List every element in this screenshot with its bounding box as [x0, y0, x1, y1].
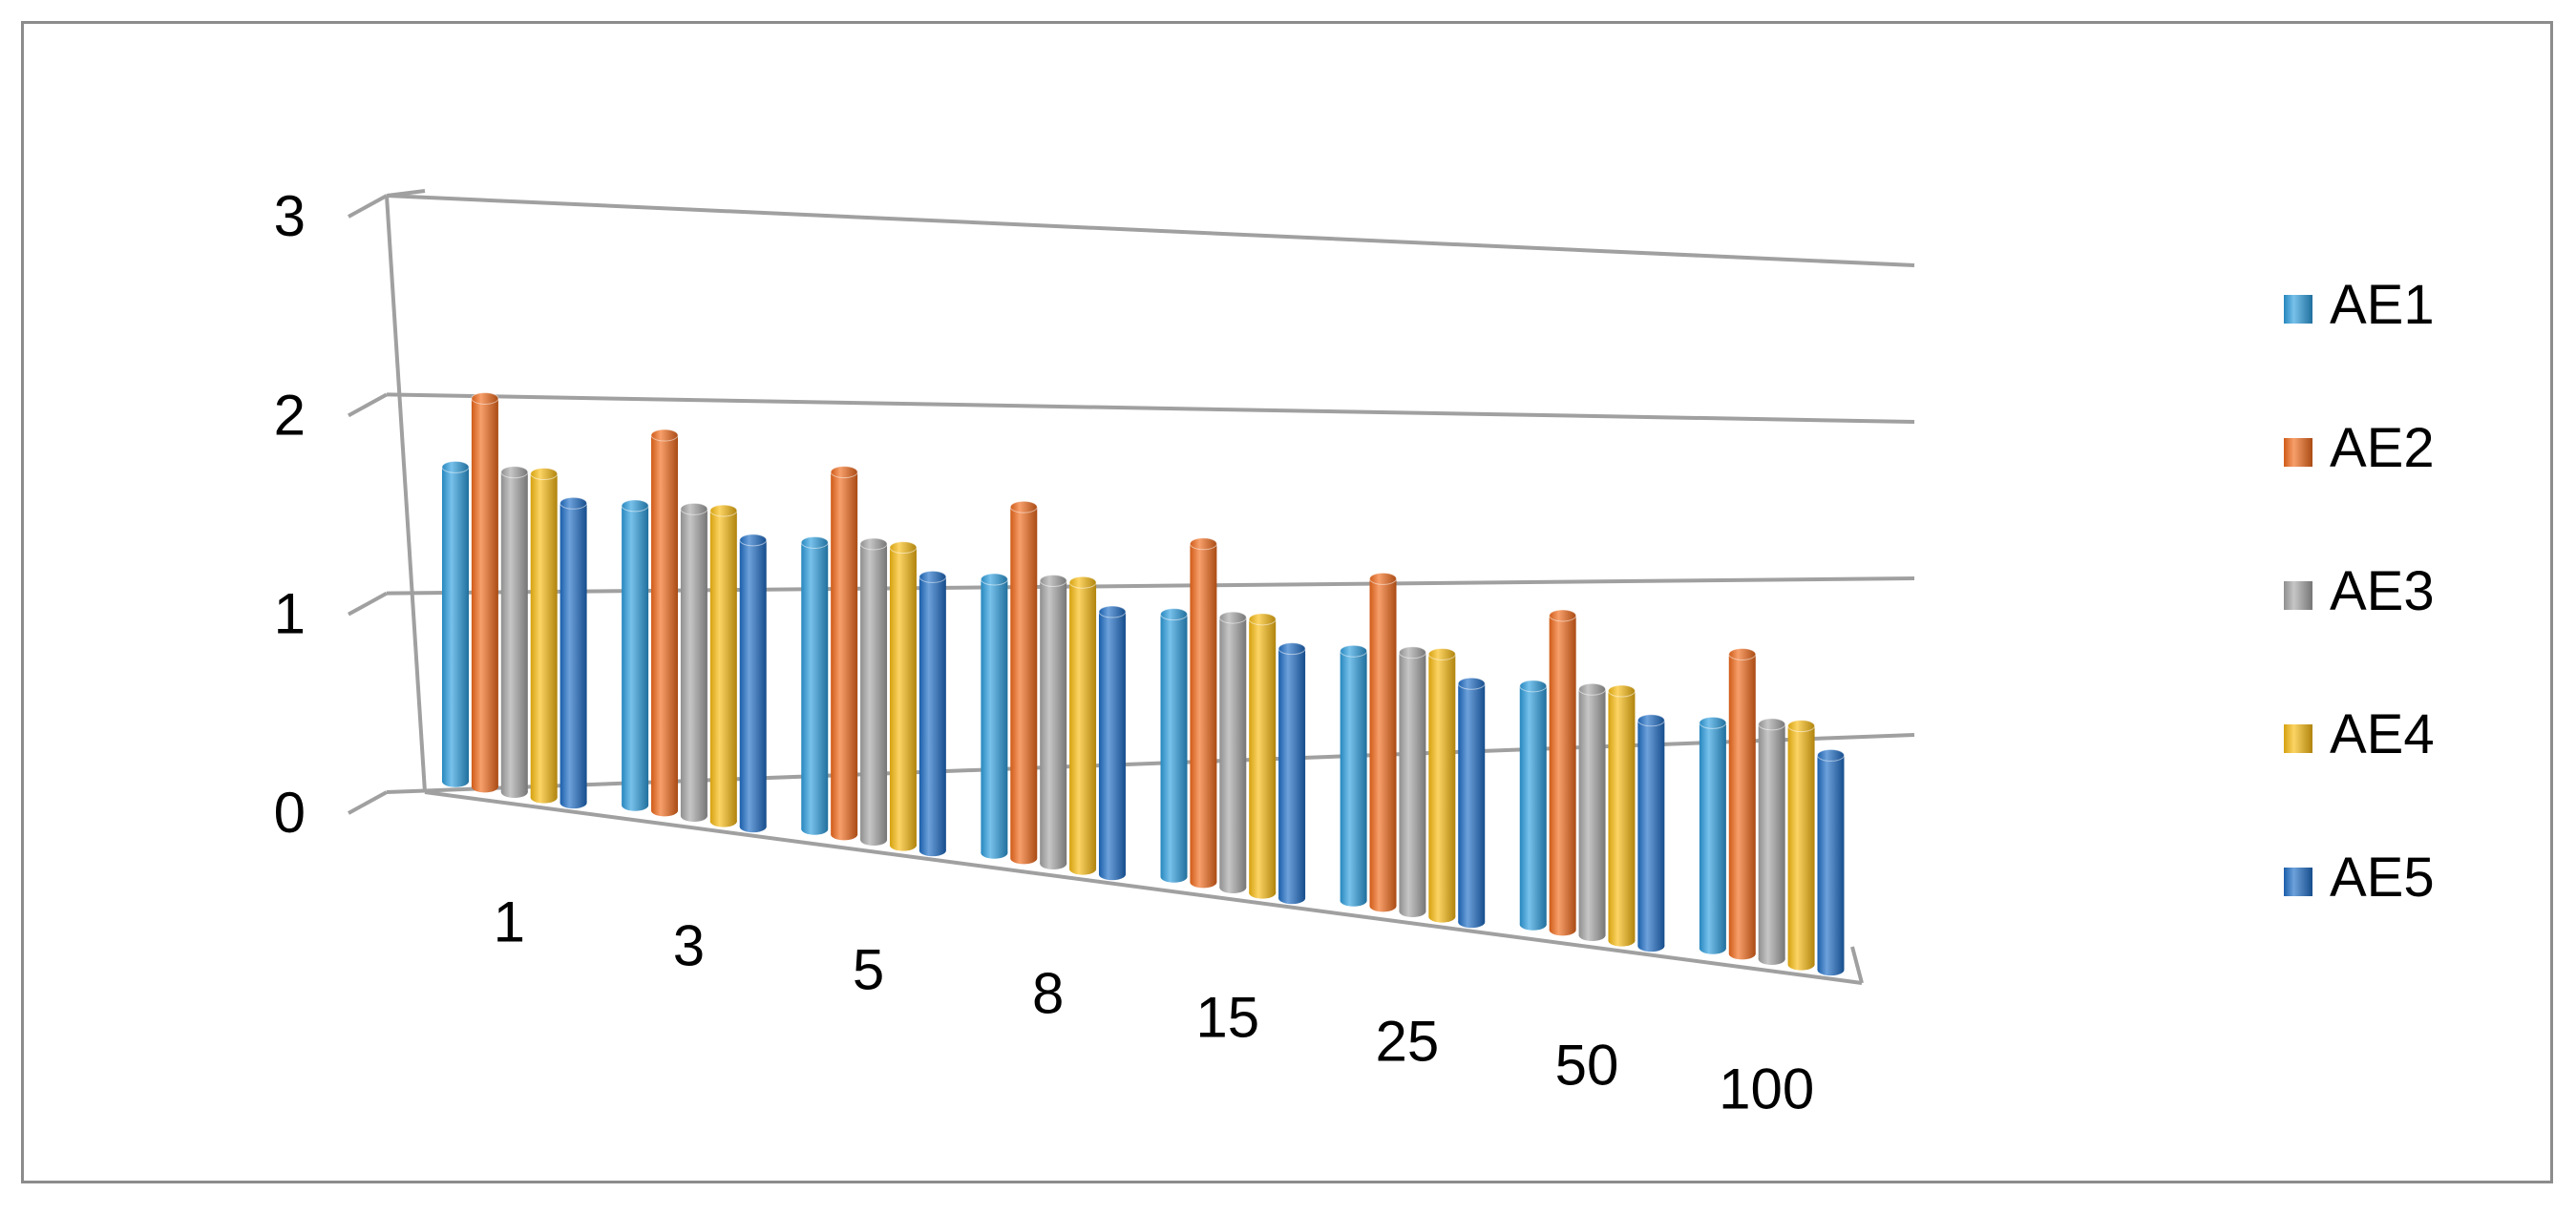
x-tick-label: 8 [1032, 962, 1064, 1026]
bar-AE4-1 [530, 468, 559, 804]
bar-AE3-15 [1218, 611, 1247, 893]
bar-AE4-25 [1427, 647, 1456, 923]
bar-AE4-15 [1248, 613, 1277, 899]
bar-AE1-1 [441, 460, 470, 787]
legend-item-AE3: AE3 [2284, 560, 2435, 622]
bars [441, 391, 1845, 976]
legend: AE1 AE2 AE3 AE4 AE5 [2284, 274, 2435, 909]
bar-AE5-50 [1636, 714, 1665, 952]
legend-swatch [2284, 295, 2312, 324]
legend-label: AE2 [2330, 417, 2435, 479]
bar-AE5-25 [1457, 677, 1486, 929]
legend-label: AE5 [2330, 847, 2435, 909]
floor-right-edge [1850, 946, 1864, 984]
bar-AE2-50 [1549, 609, 1577, 936]
x-axis-ticks: 1 3 5 8 15 25 50 100 [494, 890, 1815, 1121]
legend-swatch [2284, 581, 2312, 610]
bar-AE5-3 [739, 534, 768, 833]
bar-AE1-15 [1160, 608, 1188, 883]
bar-AE1-50 [1519, 680, 1548, 931]
x-tick-label: 25 [1376, 1010, 1440, 1074]
floor-front-edge [424, 790, 1863, 985]
x-tick-label: 100 [1719, 1057, 1814, 1121]
gridline-side [348, 194, 388, 219]
bar-AE2-100 [1728, 647, 1757, 960]
gridline [386, 392, 1915, 424]
bar-AE1-5 [800, 535, 829, 835]
bar-AE3-25 [1398, 646, 1426, 917]
bar-AE5-15 [1277, 642, 1306, 905]
x-tick-label: 3 [673, 914, 705, 978]
y-tick-label: 2 [274, 383, 306, 447]
bar-AE1-100 [1699, 716, 1727, 954]
gridline-side [348, 392, 388, 418]
bar-AE5-100 [1816, 748, 1845, 976]
legend-label: AE4 [2330, 703, 2435, 765]
left-wall-edge [385, 195, 427, 793]
gridline-side [348, 591, 388, 617]
x-tick-label: 1 [494, 890, 525, 954]
bar-AE4-8 [1068, 576, 1097, 875]
bar-AE2-15 [1189, 537, 1217, 889]
x-tick-label: 15 [1195, 986, 1259, 1050]
y-axis-ticks: 0 1 2 3 [274, 184, 306, 845]
legend-label: AE3 [2330, 560, 2435, 622]
x-tick-label: 50 [1555, 1034, 1619, 1098]
bar-AE2-1 [471, 391, 499, 793]
bar-AE1-3 [621, 499, 649, 811]
bar-AE2-8 [1009, 500, 1038, 865]
bar-AE3-50 [1578, 682, 1607, 941]
bar-AE2-25 [1369, 572, 1398, 912]
legend-item-AE4: AE4 [2284, 703, 2435, 765]
gridline [386, 733, 1915, 794]
y-tick-label: 0 [274, 781, 306, 845]
bar-AE2-3 [650, 429, 679, 817]
bar-AE5-8 [1098, 605, 1127, 881]
bar-AE2-5 [830, 466, 858, 841]
x-tick-label: 5 [853, 938, 884, 1002]
bar-AE1-8 [980, 573, 1008, 859]
bar-AE3-100 [1758, 718, 1786, 965]
bar-AE3-3 [680, 502, 708, 822]
gridline-side [348, 790, 388, 815]
bar-AE4-100 [1787, 720, 1816, 971]
legend-swatch [2284, 438, 2312, 467]
legend-item-AE5: AE5 [2284, 847, 2435, 909]
bar-AE3-5 [859, 537, 888, 846]
legend-item-AE1: AE1 [2284, 274, 2435, 336]
bar-AE3-1 [500, 466, 529, 798]
bar-AE1-25 [1340, 644, 1368, 907]
bar-AE4-3 [709, 504, 738, 827]
y-tick-label: 1 [274, 582, 306, 646]
bar-AE5-1 [560, 496, 588, 809]
legend-label: AE1 [2330, 274, 2435, 336]
gridline [386, 576, 1915, 596]
legend-swatch [2284, 868, 2312, 896]
bar-AE4-5 [889, 541, 918, 851]
legend-item-AE2: AE2 [2284, 417, 2435, 479]
legend-swatch [2284, 724, 2312, 753]
bar-AE3-8 [1039, 575, 1067, 869]
bar-AE5-5 [918, 570, 947, 857]
bar-AE4-50 [1607, 684, 1636, 947]
gridline [386, 194, 1915, 267]
y-tick-label: 3 [274, 184, 306, 248]
